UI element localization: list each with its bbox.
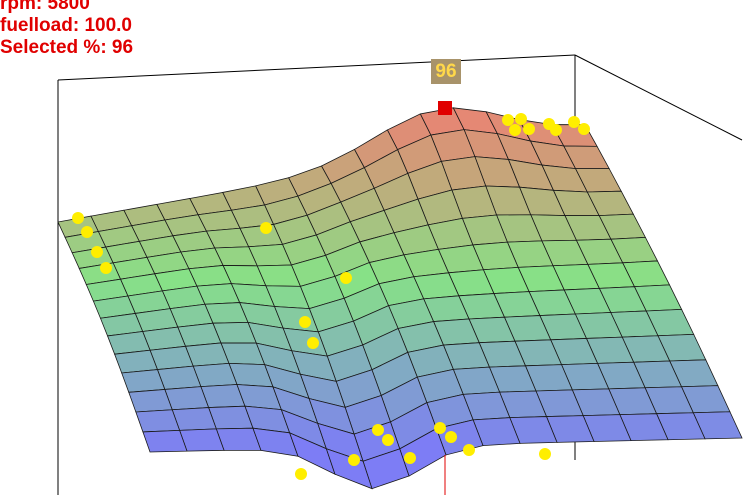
box-edge (574, 54, 743, 141)
mesh-cell (171, 407, 217, 431)
marker (100, 262, 112, 274)
marker (404, 452, 416, 464)
marker (307, 337, 319, 349)
marker (295, 468, 307, 480)
marker (372, 424, 384, 436)
marker (382, 434, 394, 446)
mesh-cell (128, 389, 173, 413)
marker (550, 124, 562, 136)
marker (509, 124, 521, 136)
marker (299, 316, 311, 328)
marker (463, 444, 475, 456)
mesh-cell (121, 369, 166, 393)
mesh-cell (142, 429, 188, 453)
mesh-cell (114, 349, 159, 374)
mesh-cell (179, 428, 225, 452)
marker (515, 113, 527, 125)
readout-line: rpm: 5800 (0, 0, 90, 14)
selected-label: 96 (431, 59, 461, 84)
marker (91, 246, 103, 258)
marker (523, 123, 535, 135)
mesh-cell (135, 409, 181, 433)
marker (434, 422, 446, 434)
readout: rpm: 5800 fuelload: 100.0 Selected %: 96 (0, 0, 133, 59)
marker (72, 212, 84, 224)
mesh-cell (164, 386, 210, 411)
marker (578, 123, 590, 135)
readout-line: Selected %: 96 (0, 37, 134, 58)
marker (81, 226, 93, 238)
selected-point (438, 101, 452, 115)
readout-line: fuelload: 100.0 (0, 15, 132, 36)
box-edge (57, 54, 576, 81)
marker (539, 448, 551, 460)
marker (445, 431, 457, 443)
marker (568, 116, 580, 128)
marker (348, 454, 360, 466)
marker (502, 114, 514, 126)
marker (340, 272, 352, 284)
markers (72, 113, 590, 480)
marker (260, 222, 272, 234)
mesh (57, 107, 743, 490)
